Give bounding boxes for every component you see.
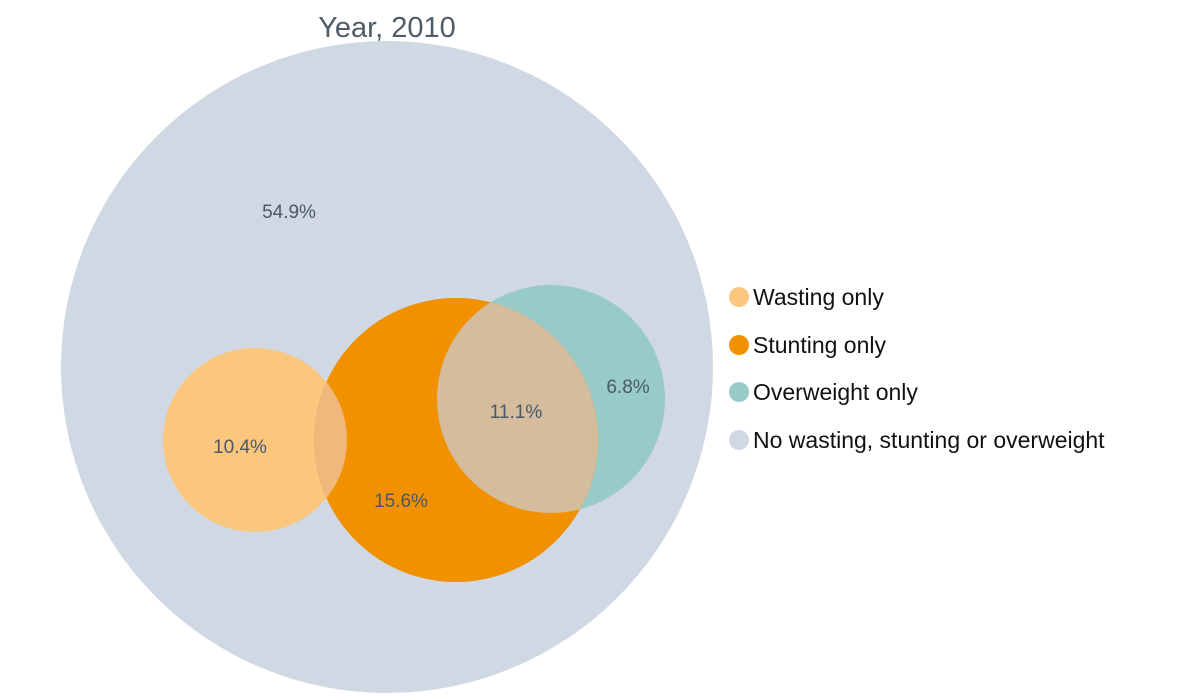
region-label-overweight: 6.8% [606, 377, 649, 398]
legend: Wasting only Stunting only Overweight on… [729, 284, 1105, 453]
legend-label-wasting: Wasting only [753, 284, 884, 310]
legend-swatch-none [729, 430, 749, 450]
legend-swatch-wasting [729, 287, 749, 307]
legend-label-stunting: Stunting only [753, 332, 886, 358]
venn-overlap-stunting-overweight [437, 298, 598, 513]
legend-item-stunting: Stunting only [729, 332, 886, 358]
legend-swatch-stunting [729, 335, 749, 355]
legend-label-overweight: Overweight only [753, 379, 918, 405]
legend-swatch-overweight [729, 382, 749, 402]
legend-item-none: No wasting, stunting or overweight [729, 427, 1105, 453]
region-label-wasting: 10.4% [213, 437, 267, 458]
legend-item-wasting: Wasting only [729, 284, 884, 310]
region-label-none: 54.9% [262, 202, 316, 223]
chart-title: Year, 2010 [318, 12, 456, 44]
legend-item-overweight: Overweight only [729, 379, 918, 405]
legend-label-none: No wasting, stunting or overweight [753, 427, 1105, 453]
venn-circle-wasting [163, 348, 347, 532]
region-label-stunting: 15.6% [374, 491, 428, 512]
region-label-stunting-overweight: 11.1% [490, 402, 543, 423]
